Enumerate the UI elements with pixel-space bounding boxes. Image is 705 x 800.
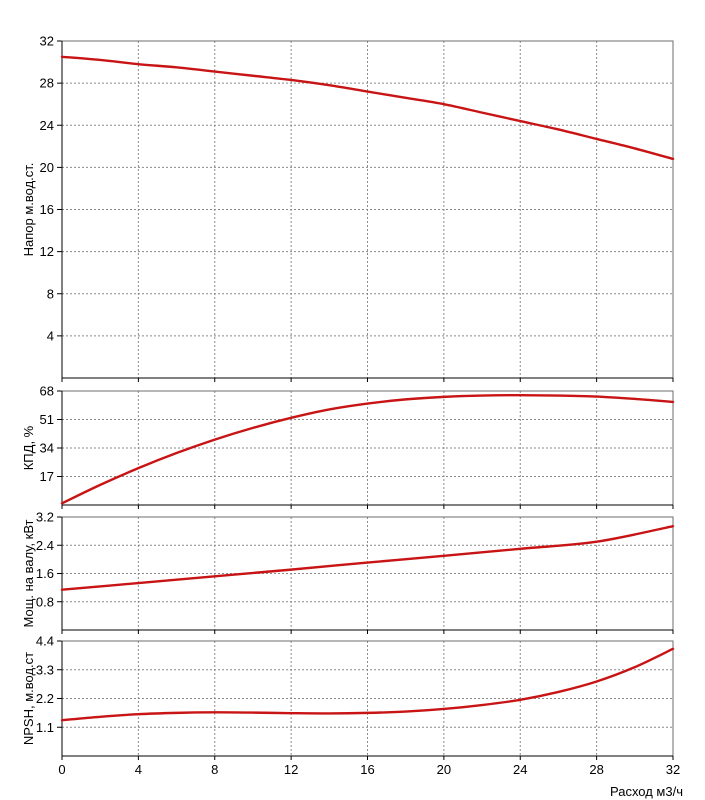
x-tick-label: 28	[589, 762, 603, 777]
y-tick-label: 4	[47, 328, 54, 343]
x-axis-label: Расход м3/ч	[610, 784, 683, 799]
y-tick-label: 0.8	[36, 594, 54, 609]
y-tick-label: 17	[40, 469, 54, 484]
x-tick-label: 24	[513, 762, 527, 777]
series-line	[60, 393, 675, 505]
x-tick-label: 4	[135, 762, 142, 777]
y-tick-label: 24	[40, 118, 54, 133]
x-tick-label: 8	[211, 762, 218, 777]
series-line	[60, 524, 675, 591]
y-tick-label: 1.1	[36, 720, 54, 735]
x-tick-label: 16	[360, 762, 374, 777]
y-axis-label: КПД, %	[21, 425, 36, 470]
x-tick-label: 12	[284, 762, 298, 777]
y-axis-label: NPSH, м.вод.ст	[21, 652, 36, 745]
y-tick-label: 12	[40, 244, 54, 259]
x-tick-label: 32	[666, 762, 680, 777]
panel-1: 4 8 12 16 20 24 28 32 Напор м.вод.ст.	[21, 34, 675, 382]
y-tick-label: 2.4	[36, 538, 54, 553]
x-axis-ticks: 0 4 8 12 16 20 24 28 32	[58, 762, 680, 777]
y-tick-label: 32	[40, 34, 54, 49]
y-tick-label: 28	[40, 76, 54, 91]
y-axis-label: Мощ. на валу, кВт	[21, 519, 36, 627]
y-tick-label: 68	[40, 384, 54, 399]
y-axis-label: Напор м.вод.ст.	[21, 163, 36, 257]
series-line	[60, 55, 675, 161]
x-tick-label: 0	[58, 762, 65, 777]
y-tick-label: 16	[40, 202, 54, 217]
panel-2: 17 34 51 68 КПД, %	[21, 384, 675, 509]
y-tick-label: 1.6	[36, 566, 54, 581]
y-tick-label: 3.3	[36, 662, 54, 677]
series-line	[60, 647, 675, 722]
y-tick-label: 4.4	[36, 634, 54, 649]
x-tick-label: 20	[437, 762, 451, 777]
y-tick-label: 3.2	[36, 510, 54, 525]
y-tick-label: 2.2	[36, 691, 54, 706]
y-tick-label: 51	[40, 412, 54, 427]
y-tick-label: 8	[47, 286, 54, 301]
y-tick-label: 34	[40, 441, 54, 456]
y-tick-label: 20	[40, 160, 54, 175]
